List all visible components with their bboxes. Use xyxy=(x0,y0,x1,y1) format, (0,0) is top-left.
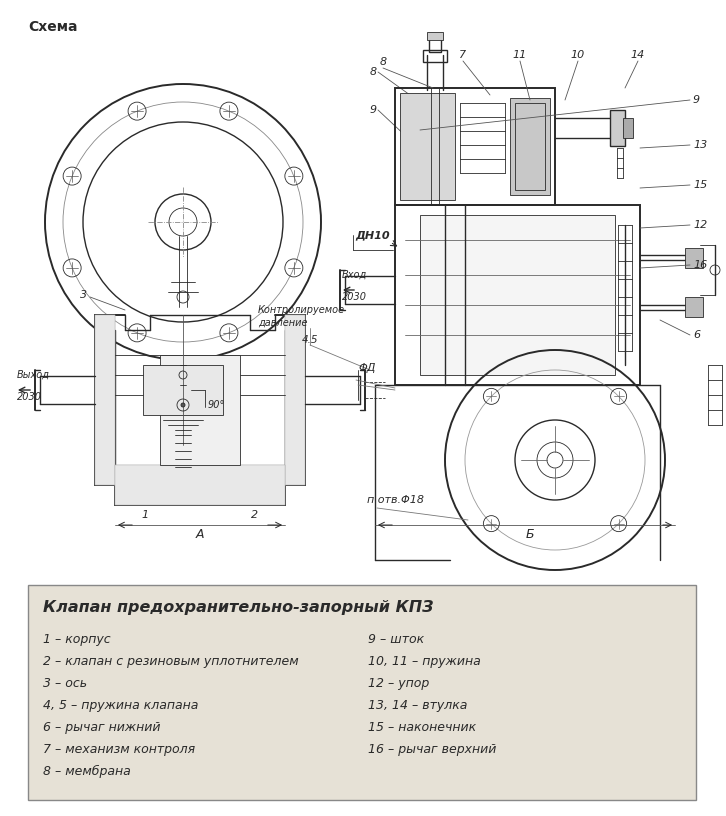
Text: 2030: 2030 xyxy=(342,292,367,302)
Text: 16 – рычаг верхний: 16 – рычаг верхний xyxy=(368,743,497,756)
Text: 10: 10 xyxy=(571,50,585,60)
Text: 12 – упор: 12 – упор xyxy=(368,677,429,690)
Bar xyxy=(610,110,625,146)
Text: 2030: 2030 xyxy=(17,392,42,402)
Text: Вход: Вход xyxy=(342,270,367,280)
Bar xyxy=(285,315,305,485)
Text: Выход: Выход xyxy=(17,370,50,380)
Text: 7: 7 xyxy=(460,50,467,60)
Bar xyxy=(95,315,115,485)
Text: 10, 11 – пружина: 10, 11 – пружина xyxy=(368,655,481,668)
Bar xyxy=(685,297,703,317)
Bar xyxy=(395,205,640,385)
Bar xyxy=(143,365,223,415)
Text: 3 – ось: 3 – ось xyxy=(43,677,87,690)
Text: 4, 5 – пружина клапана: 4, 5 – пружина клапана xyxy=(43,699,198,712)
Bar xyxy=(160,355,240,465)
Bar xyxy=(510,98,550,195)
Text: 90°: 90° xyxy=(208,400,225,410)
Text: 16: 16 xyxy=(693,260,707,270)
Text: 1: 1 xyxy=(142,510,149,520)
Text: 12: 12 xyxy=(693,220,707,230)
Text: 8: 8 xyxy=(380,57,386,67)
Bar xyxy=(285,315,305,485)
Text: 2: 2 xyxy=(251,510,258,520)
Bar xyxy=(95,315,115,485)
Text: 3: 3 xyxy=(80,290,87,300)
Bar xyxy=(400,93,455,200)
Text: давление: давление xyxy=(258,318,308,328)
Text: 9 – шток: 9 – шток xyxy=(368,633,424,646)
Text: 4.5: 4.5 xyxy=(302,335,318,345)
FancyBboxPatch shape xyxy=(28,585,696,800)
Text: 15 – наконечник: 15 – наконечник xyxy=(368,721,476,734)
Text: 15: 15 xyxy=(693,180,707,190)
Text: Б: Б xyxy=(526,528,534,541)
Text: Клапан предохранительно-запорный КПЗ: Клапан предохранительно-запорный КПЗ xyxy=(43,600,433,615)
Circle shape xyxy=(181,403,185,407)
Bar xyxy=(515,103,545,190)
Text: 1 – корпус: 1 – корпус xyxy=(43,633,110,646)
Bar xyxy=(427,32,443,40)
Text: А: А xyxy=(196,528,204,541)
Text: 2 – клапан с резиновым уплотнителем: 2 – клапан с резиновым уплотнителем xyxy=(43,655,298,668)
Text: 6 – рычаг нижний: 6 – рычаг нижний xyxy=(43,721,160,734)
Bar xyxy=(429,38,441,52)
Text: ДН10: ДН10 xyxy=(355,230,390,240)
Text: 13, 14 – втулка: 13, 14 – втулка xyxy=(368,699,468,712)
Text: ΦД: ΦД xyxy=(358,363,375,373)
Bar xyxy=(115,465,285,505)
Bar xyxy=(423,50,447,62)
Text: Контролируемое: Контролируемое xyxy=(258,305,345,315)
Bar xyxy=(115,465,285,505)
Text: Схема: Схема xyxy=(28,20,78,34)
Text: 6: 6 xyxy=(693,330,700,340)
Text: п отв.Φ18: п отв.Φ18 xyxy=(367,495,424,505)
Text: 13: 13 xyxy=(693,140,707,150)
Text: 8: 8 xyxy=(370,67,377,77)
Bar xyxy=(395,88,555,205)
Bar xyxy=(623,118,633,138)
Text: 7 – механизм контроля: 7 – механизм контроля xyxy=(43,743,195,756)
Text: 8 – мембрана: 8 – мембрана xyxy=(43,765,131,778)
Text: 11: 11 xyxy=(513,50,527,60)
Text: 9: 9 xyxy=(693,95,700,105)
Bar xyxy=(420,215,615,375)
Bar xyxy=(685,248,703,268)
Text: 9: 9 xyxy=(370,105,377,115)
Text: 14: 14 xyxy=(631,50,645,60)
